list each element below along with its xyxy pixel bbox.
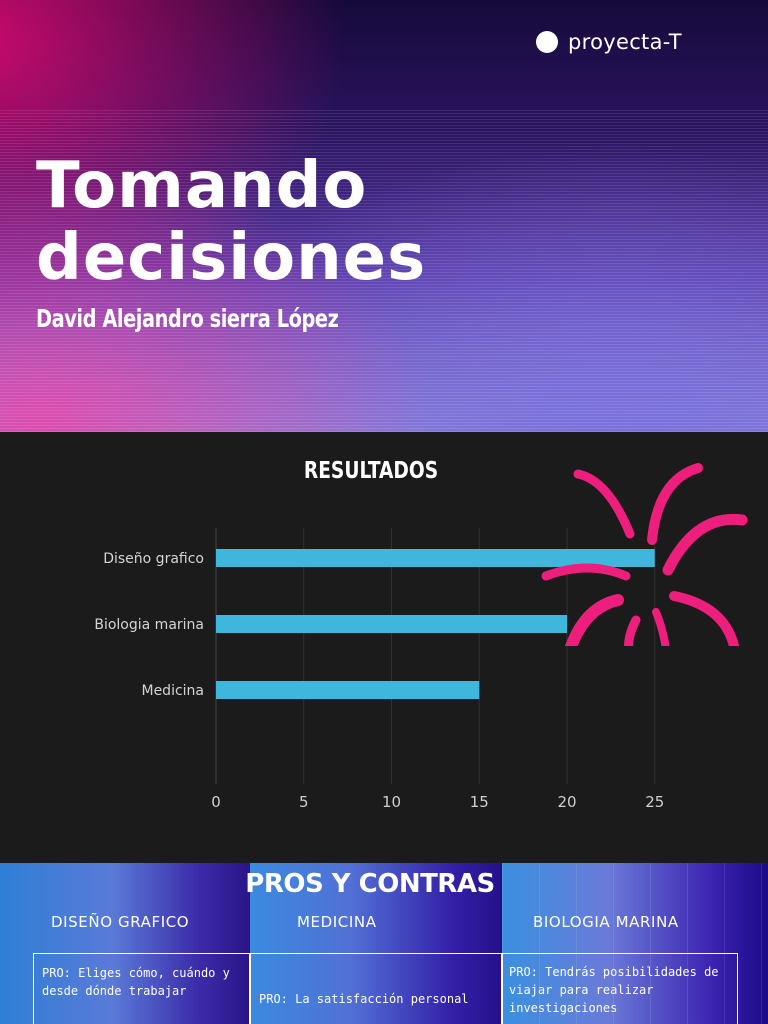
x-tick-label: 20 — [557, 793, 576, 811]
column-heading: BIOLOGIA MARINA — [533, 913, 679, 931]
bar — [216, 549, 655, 567]
category-label: Medicina — [141, 683, 204, 699]
pro-text: PRO: La satisfacción personal — [250, 953, 502, 1024]
pros-column-biologia: BIOLOGIA MARINA PRO: Tendrás posibilidad… — [502, 863, 768, 1024]
x-tick-label: 5 — [299, 793, 309, 811]
hero-banner: proyecta-T Tomando decisiones David Alej… — [0, 0, 768, 432]
x-tick-label: 15 — [470, 793, 489, 811]
page-title: Tomando decisiones — [36, 150, 676, 294]
chart-title: RESULTADOS — [303, 458, 439, 484]
splash-burst-icon — [541, 463, 748, 646]
pro-text: PRO: Eliges cómo, cuándo y desde dónde t… — [33, 953, 250, 1024]
category-label: Biologia marina — [94, 617, 204, 633]
circle-dot-icon — [536, 31, 558, 53]
column-heading: MEDICINA — [297, 913, 377, 931]
bar — [216, 681, 480, 699]
results-chart-section: 0 5 10 15 20 25 Diseño grafico Biologia marina M… — [0, 432, 768, 863]
category-label: Diseño grafico — [103, 551, 204, 567]
author-name: David Alejandro sierra López — [36, 304, 339, 333]
brand-name: proyecta-T — [568, 30, 682, 54]
pro-text: PRO: Tendrás posibilidades de viajar par… — [502, 953, 738, 1024]
pros-column-diseno: DISEÑO GRAFICO PRO: Eliges cómo, cuándo … — [0, 863, 250, 1024]
brand: proyecta-T — [536, 30, 682, 54]
column-heading: DISEÑO GRAFICO — [51, 913, 190, 931]
page-title-line-2: decisiones — [36, 221, 427, 295]
pros-column-medicina: MEDICINA PRO: La satisfacción personal — [250, 863, 502, 1024]
pros-and-cons-section: DISEÑO GRAFICO PRO: Eliges cómo, cuándo … — [0, 863, 768, 1024]
x-tick-label: 25 — [645, 793, 664, 811]
page-title-line-1: Tomando — [36, 149, 368, 223]
pros-title: PROS Y CONTRAS — [245, 869, 495, 899]
x-tick-label: 10 — [382, 793, 401, 811]
x-tick-label: 0 — [211, 793, 221, 811]
bar — [216, 615, 567, 633]
results-bar-chart: 0 5 10 15 20 25 Diseño grafico Biologia marina M… — [94, 528, 664, 811]
